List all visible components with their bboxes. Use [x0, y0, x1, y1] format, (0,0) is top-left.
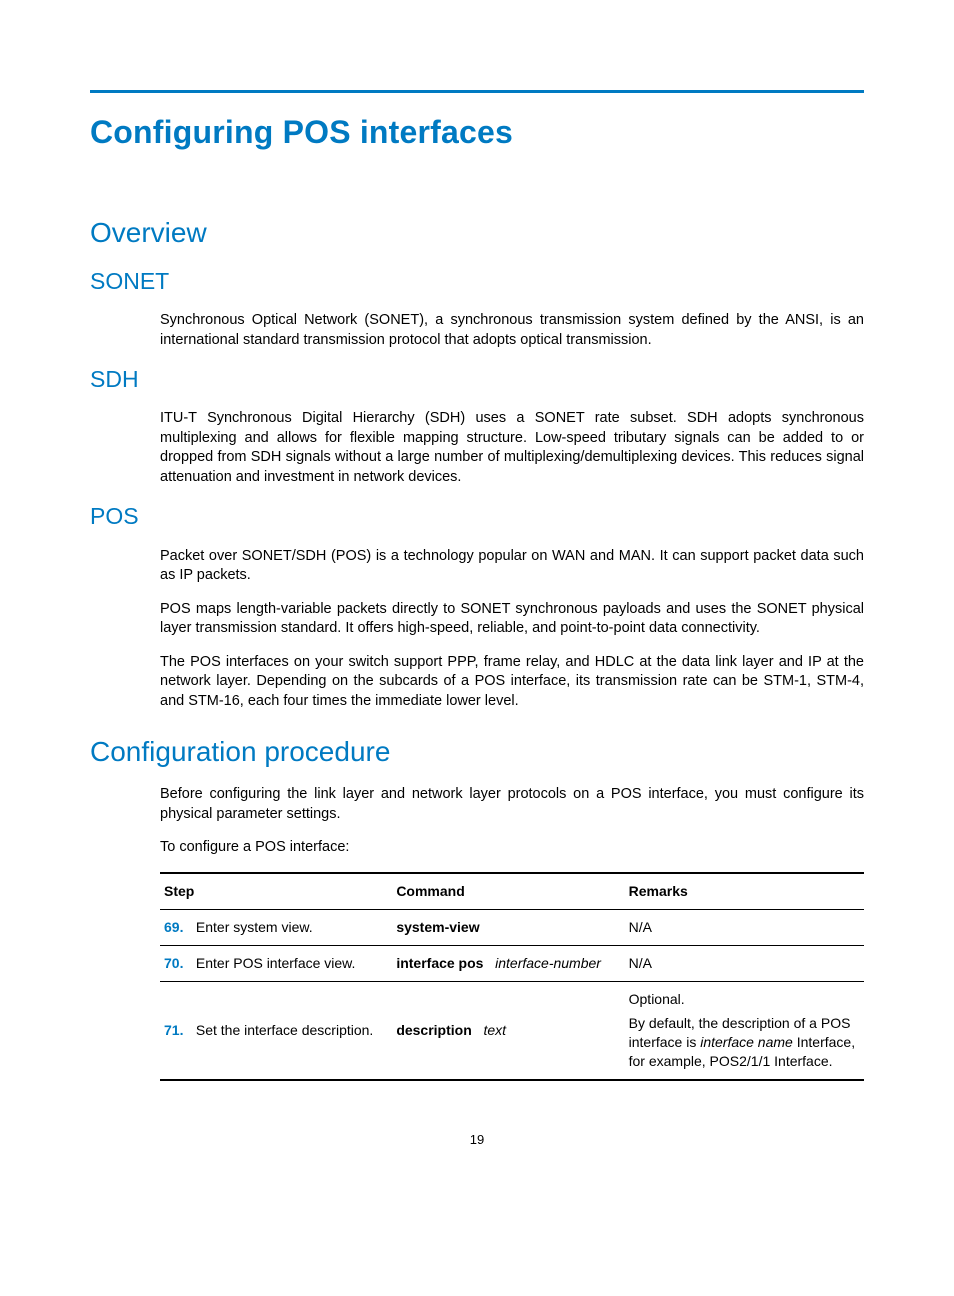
sdh-heading: SDH — [90, 364, 864, 395]
col-step-header: Step — [160, 873, 392, 909]
col-remarks-header: Remarks — [625, 873, 864, 909]
step-cell: 71. Set the interface description. — [160, 981, 392, 1080]
command-arg: text — [483, 1022, 506, 1038]
remarks-italic: interface name — [700, 1034, 793, 1050]
pos-para-2: POS maps length-variable packets directl… — [160, 600, 864, 639]
command-bold: description — [396, 1022, 471, 1038]
sonet-para: Synchronous Optical Network (SONET), a s… — [160, 311, 864, 350]
remarks-cell: N/A — [625, 909, 864, 945]
pos-heading: POS — [90, 501, 864, 532]
step-number: 69. — [164, 918, 192, 937]
sonet-heading: SONET — [90, 266, 864, 297]
remarks-cell: Optional. By default, the description of… — [625, 981, 864, 1080]
step-number: 70. — [164, 954, 192, 973]
pos-para-3: The POS interfaces on your switch suppor… — [160, 653, 864, 712]
command-arg: interface-number — [495, 955, 601, 971]
page-title: Configuring POS interfaces — [90, 111, 864, 154]
command-bold: system-view — [396, 919, 479, 935]
step-text: Enter POS interface view. — [196, 955, 356, 971]
step-cell: 69. Enter system view. — [160, 909, 392, 945]
config-intro: Before configuring the link layer and ne… — [160, 785, 864, 824]
remarks-cell: N/A — [625, 945, 864, 981]
step-cell: 70. Enter POS interface view. — [160, 945, 392, 981]
command-cell: description text — [392, 981, 624, 1080]
overview-heading: Overview — [90, 214, 864, 252]
remarks-detail: By default, the description of a POS int… — [629, 1014, 856, 1071]
command-cell: system-view — [392, 909, 624, 945]
config-table: Step Command Remarks 69. Enter system vi… — [160, 872, 864, 1081]
config-lead: To configure a POS interface: — [160, 838, 864, 858]
sdh-para: ITU-T Synchronous Digital Hierarchy (SDH… — [160, 409, 864, 487]
table-row: 71. Set the interface description. descr… — [160, 981, 864, 1080]
pos-para-1: Packet over SONET/SDH (POS) is a technol… — [160, 547, 864, 586]
command-cell: interface pos interface-number — [392, 945, 624, 981]
top-rule — [90, 90, 864, 93]
command-bold: interface pos — [396, 955, 483, 971]
page-number: 19 — [90, 1131, 864, 1149]
step-text: Enter system view. — [196, 919, 313, 935]
config-heading: Configuration procedure — [90, 733, 864, 771]
table-row: 70. Enter POS interface view. interface … — [160, 945, 864, 981]
step-number: 71. — [164, 1021, 192, 1040]
table-header-row: Step Command Remarks — [160, 873, 864, 909]
remarks-lead: Optional. — [629, 990, 856, 1009]
col-command-header: Command — [392, 873, 624, 909]
table-row: 69. Enter system view. system-view N/A — [160, 909, 864, 945]
step-text: Set the interface description. — [196, 1022, 373, 1038]
